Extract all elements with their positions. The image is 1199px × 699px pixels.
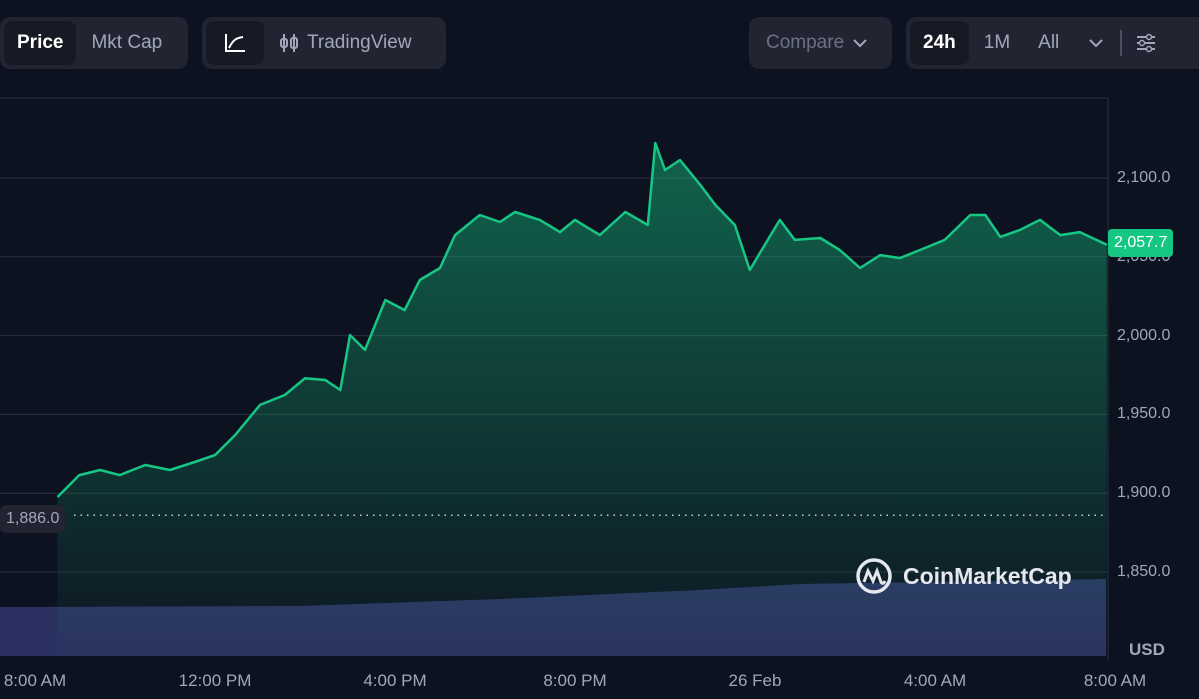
y-tick-label: 1,950.0 [1117, 405, 1171, 423]
line-chart-button[interactable] [206, 21, 264, 65]
x-tick-label: 4:00 PM [363, 671, 427, 690]
y-tick-label: 2,100.0 [1117, 169, 1171, 186]
settings-button[interactable] [1124, 21, 1168, 65]
compare-button[interactable]: Compare [753, 21, 881, 65]
open-price-badge: 1,886.0 [0, 505, 66, 533]
x-tick-label: 26 Feb [728, 671, 782, 690]
coinmarketcap-logo-icon [856, 558, 892, 594]
y-tick-label: 2,000.0 [1117, 326, 1171, 344]
watermark-text: CoinMarketCap [903, 562, 1072, 589]
chevron-down-icon [853, 39, 867, 48]
range-1m[interactable]: 1M [983, 32, 1011, 53]
divider [1120, 30, 1123, 56]
metric-toggle: Price Mkt Cap [0, 17, 188, 69]
tab-mkt-cap[interactable]: Mkt Cap [91, 32, 163, 53]
coinmarketcap-watermark: CoinMarketCap [855, 557, 1072, 595]
chevron-down-icon [1089, 39, 1103, 48]
line-chart-icon [225, 34, 245, 52]
x-tick-label: 8:00 PM [543, 671, 607, 690]
x-tick-label: 8:00 AM [1083, 671, 1147, 690]
range-24h[interactable]: 24h [910, 21, 969, 65]
price-area-fill [57, 143, 1107, 655]
range-all[interactable]: All [1038, 32, 1060, 53]
tradingview-label: TradingView [307, 32, 412, 53]
compare-dropdown[interactable]: Compare [749, 17, 892, 69]
x-tick-label: 4:00 AM [903, 671, 967, 690]
tab-price[interactable]: Price [4, 21, 77, 65]
y-tick-label: 1,900.0 [1117, 484, 1171, 502]
compare-label: Compare [766, 32, 845, 53]
y-tick-label: 1,850.0 [1117, 563, 1171, 580]
chart-type-toggle: TradingView [202, 17, 446, 69]
range-more-button[interactable] [1074, 21, 1118, 65]
x-tick-label: 12:00 PM [178, 671, 252, 690]
candlestick-icon [280, 34, 298, 52]
price-line [56, 141, 1108, 498]
currency-label: USD [1129, 640, 1165, 659]
last-price-badge: 2,057.7 [1108, 229, 1174, 257]
tradingview-button[interactable]: TradingView [266, 21, 425, 65]
range-toggle: 24h 1M All [906, 17, 1199, 69]
sliders-icon [1137, 33, 1156, 53]
x-tick-label: 8:00 AM [3, 671, 67, 690]
